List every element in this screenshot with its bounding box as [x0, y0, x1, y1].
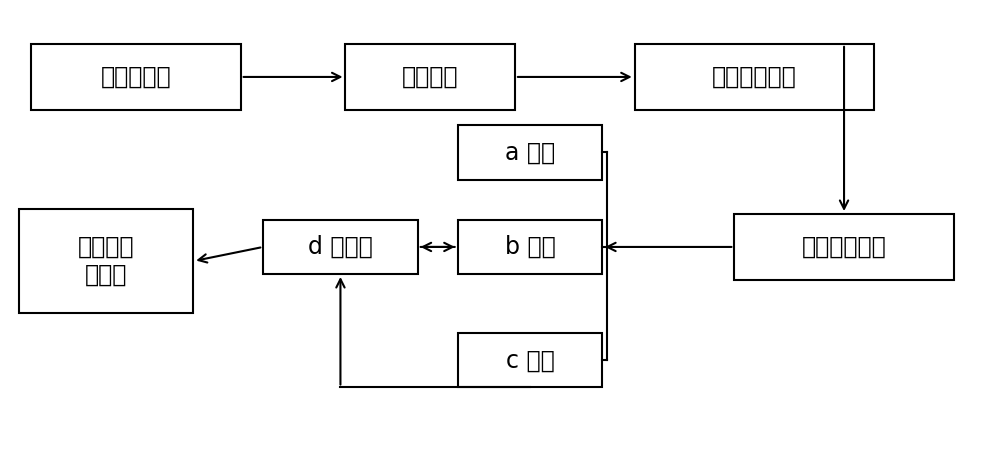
- FancyBboxPatch shape: [263, 220, 418, 274]
- FancyBboxPatch shape: [458, 125, 602, 180]
- FancyBboxPatch shape: [734, 214, 954, 280]
- FancyBboxPatch shape: [31, 44, 241, 110]
- Text: c 吹拂: c 吹拂: [506, 348, 554, 372]
- FancyBboxPatch shape: [635, 44, 874, 110]
- Text: b 刻蚀: b 刻蚀: [505, 235, 555, 259]
- Text: a 生长: a 生长: [505, 141, 555, 164]
- Text: 衬底的准备: 衬底的准备: [101, 65, 171, 89]
- FancyBboxPatch shape: [19, 209, 193, 313]
- Text: 目标厚度
外延层: 目标厚度 外延层: [78, 235, 134, 287]
- Text: 缓冲层的生长: 缓冲层的生长: [712, 65, 797, 89]
- Text: 在线刻蚀: 在线刻蚀: [402, 65, 458, 89]
- FancyBboxPatch shape: [345, 44, 515, 110]
- Text: d 再生长: d 再生长: [308, 235, 373, 259]
- FancyBboxPatch shape: [458, 333, 602, 388]
- Text: 外延层的生长: 外延层的生长: [802, 235, 886, 259]
- FancyBboxPatch shape: [458, 220, 602, 274]
